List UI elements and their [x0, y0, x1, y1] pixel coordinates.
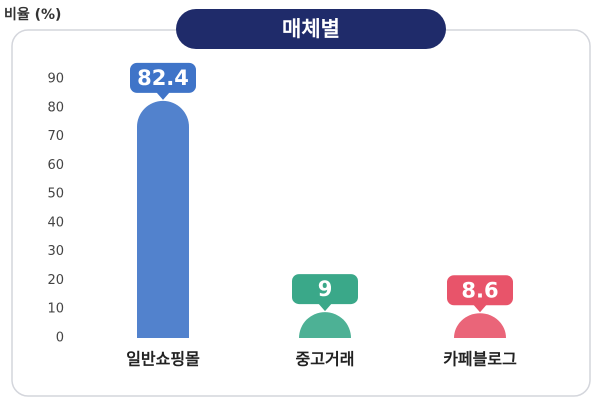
y-tick-label: 30	[47, 244, 64, 259]
y-tick-label: 20	[47, 273, 64, 288]
y-tick-label: 40	[47, 215, 64, 230]
value-label: 82.4	[137, 66, 189, 90]
title-pill	[176, 9, 446, 49]
y-axis-label: 비율 (%)	[4, 6, 61, 23]
chart-title: 매체별	[282, 17, 340, 41]
y-tick-label: 70	[47, 129, 64, 144]
y-tick-label: 80	[47, 100, 64, 115]
value-bubble	[447, 275, 513, 306]
x-tick-label: 일반쇼핑몰	[126, 350, 200, 369]
y-tick-label: 60	[47, 158, 64, 173]
y-tick-label: 50	[47, 187, 64, 202]
x-tick-label: 카페블로그	[443, 350, 517, 369]
y-tick-label: 10	[47, 302, 64, 317]
value-label: 8.6	[461, 278, 498, 302]
y-tick-label: 0	[56, 331, 64, 346]
y-tick-label: 90	[47, 72, 64, 87]
bar	[454, 313, 506, 338]
value-bubble	[292, 274, 358, 305]
value-label: 9	[318, 277, 333, 301]
bar	[299, 312, 351, 338]
bubble-pointer	[156, 91, 170, 100]
x-tick-label: 중고거래	[296, 350, 355, 369]
value-bubble	[130, 62, 196, 93]
bar	[137, 100, 189, 338]
bubble-pointer	[473, 304, 487, 313]
bubble-pointer	[318, 303, 332, 312]
panel	[11, 29, 591, 397]
